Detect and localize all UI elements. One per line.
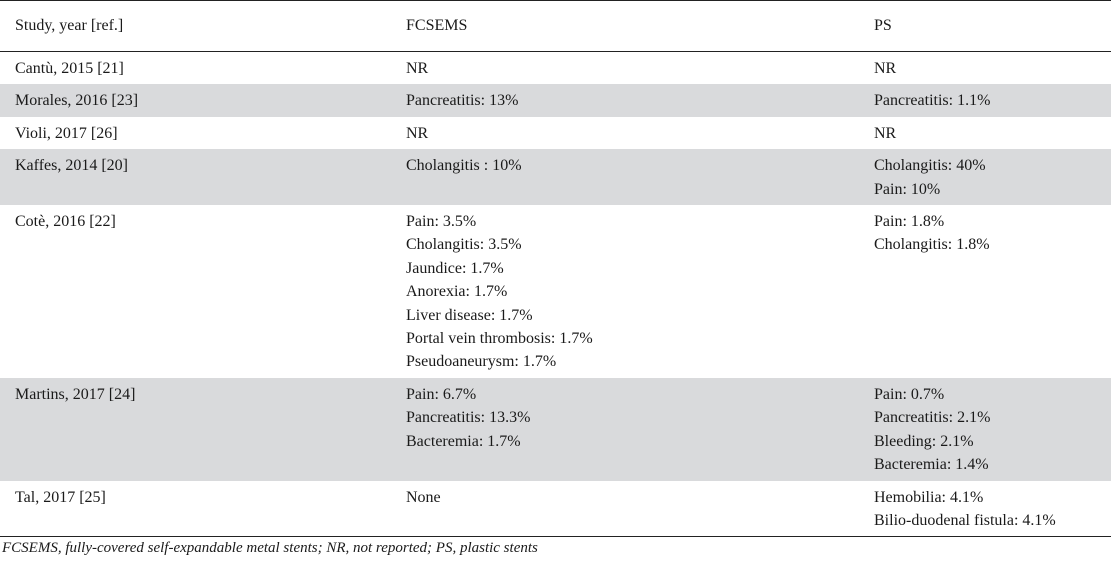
cell-ps-line: Cholangitis: 1.8% — [874, 236, 990, 254]
cell-study: Kaffes, 2014 [20] — [0, 149, 391, 206]
cell-study: Violi, 2017 [26] — [15, 124, 118, 142]
cell-ps-line: Bleeding: 2.1% — [874, 432, 974, 450]
cell-fcsems-line: Bacteremia: 1.7% — [406, 432, 521, 450]
cell-ps: Pain: 1.8% Cholangitis: 1.8% — [859, 205, 1111, 378]
table-row: Violi, 2017 [26] NR NR — [0, 117, 1111, 149]
table-header-row: Study, year [ref.] FCSEMS PS — [0, 0, 1111, 52]
cell-ps-line: Pancreatitis: 1.1% — [874, 92, 991, 110]
cell-ps-line: Pain: 0.7% — [874, 385, 945, 403]
table-row: Martins, 2017 [24] Pain: 6.7% Pancreatitis… — [0, 377, 1111, 481]
cell-ps: Hemobilia: 4.1% Bilio-duodenal fistula: 4… — [859, 480, 1111, 538]
table-row: Morales, 2016 [23] Pancreatitis: 13% Pancr… — [0, 84, 1111, 117]
cell-ps: NR — [859, 117, 1111, 149]
cell-fcsems-line: Anorexia: 1.7% — [406, 283, 508, 301]
table-row: Cotè, 2016 [22] Pain: 3.5% Cholangitis: 3.… — [0, 205, 1111, 378]
cell-study: Cantù, 2015 [21] — [15, 60, 124, 77]
cell-fcsems-line: Pain: 3.5% — [406, 213, 477, 231]
cell-study: Cotè, 2016 [22] — [15, 213, 116, 231]
cell-fcsems: NR — [391, 117, 859, 149]
header-fcsems: FCSEMS — [391, 0, 859, 52]
cell-fcsems-line: Pancreatitis: 13.3% — [406, 409, 531, 427]
cell-fcsems-line: Pseudoaneurysm: 1.7% — [406, 353, 557, 371]
cell-fcsems: Pancreatitis: 13% — [391, 84, 859, 117]
cell-fcsems-line: Cholangitis : 10% — [406, 157, 522, 175]
table-row: Tal, 2017 [25] None Hemobilia: 4.1% Bilio-d… — [0, 480, 1111, 538]
cell-study: Tal, 2017 [25] — [0, 480, 391, 538]
cell-fcsems: NR — [391, 52, 859, 85]
cell-fcsems: Pain: 3.5% Cholangitis: 3.5% Jaundice: 1.7… — [391, 205, 859, 378]
cell-ps: Pain: 0.7% Pancreatitis: 2.1% Bleeding: 2.… — [859, 377, 1111, 481]
cell-fcsems: None — [391, 480, 859, 538]
cell-fcsems-line: Pancreatitis: 13% — [406, 92, 519, 110]
table-footnote: FCSEMS, fully-covered self-expandable me… — [2, 540, 538, 557]
cell-fcsems-line: None — [406, 488, 441, 506]
cell-ps-line: NR — [874, 60, 897, 77]
cell-fcsems-line: NR — [406, 124, 429, 142]
cell-ps-line: Bacteremia: 1.4% — [874, 456, 989, 474]
cell-ps: NR — [859, 52, 1111, 85]
cell-fcsems-line: Portal vein thrombosis: 1.7% — [406, 330, 593, 348]
cell-ps-line: Hemobilia: 4.1% — [874, 488, 984, 506]
cell-fcsems-line: Cholangitis: 3.5% — [406, 236, 522, 254]
cell-ps-line: Cholangitis: 40% — [874, 157, 986, 175]
table-row: Kaffes, 2014 [20] Cholangitis : 10% Cholan… — [0, 149, 1111, 206]
cell-fcsems-line: NR — [406, 60, 429, 77]
cell-fcsems: Pain: 6.7% Pancreatitis: 13.3% Bacteremia:… — [391, 377, 859, 481]
cell-fcsems-line: Pain: 6.7% — [406, 385, 477, 403]
cell-fcsems-line: Jaundice: 1.7% — [406, 259, 504, 277]
cell-fcsems-line: Liver disease: 1.7% — [406, 306, 533, 324]
table-body: Cantù, 2015 [21] NR NR Morales, 2016 [23] Pa… — [0, 52, 1111, 538]
cell-ps: Pancreatitis: 1.1% — [859, 84, 1111, 117]
cell-study: Martins, 2017 [24] — [0, 377, 391, 481]
cell-study: Morales, 2016 [23] — [0, 84, 391, 117]
cell-ps-line: Bilio-duodenal fistula: 4.1% — [874, 511, 1056, 529]
table-row: Cantù, 2015 [21] NR NR — [0, 52, 1111, 85]
header-ps: PS — [859, 0, 1111, 52]
cell-ps-line: Pain: 10% — [874, 180, 941, 198]
complications-table: Study, year [ref.] FCSEMS PS Cantù, 2015… — [0, 0, 1111, 538]
cell-ps-line: Pancreatitis: 2.1% — [874, 409, 991, 427]
cell-ps: Cholangitis: 40% Pain: 10% — [859, 149, 1111, 206]
header-study: Study, year [ref.] — [0, 0, 391, 52]
cell-fcsems: Cholangitis : 10% — [391, 149, 859, 206]
cell-ps-line: Pain: 1.8% — [874, 213, 945, 231]
cell-ps-line: NR — [874, 124, 897, 142]
